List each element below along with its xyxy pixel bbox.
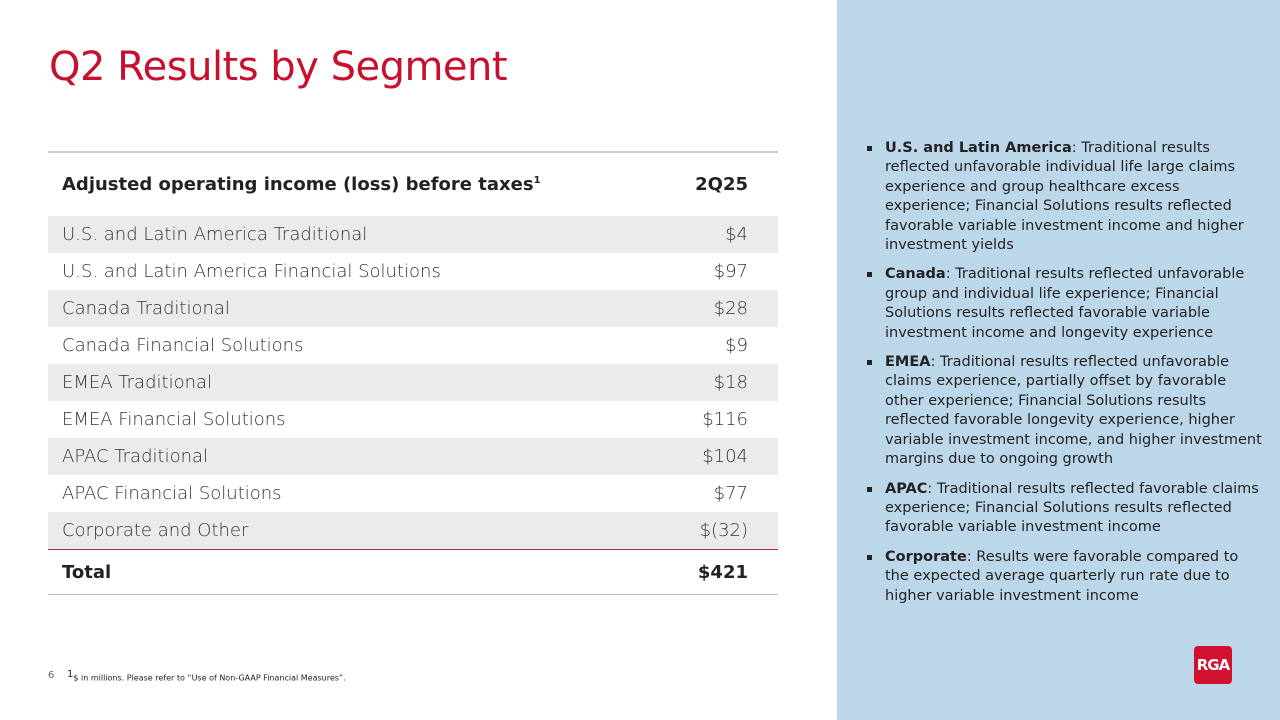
row-label: Corporate and Other <box>48 512 664 550</box>
bullet: Corporate: Results were favorable compar… <box>866 548 1266 606</box>
row-label: EMEA Financial Solutions <box>62 409 286 430</box>
bullet-text: : Traditional results reflected unfavora… <box>885 140 1244 254</box>
bullet-text: : Traditional results reflected unfavora… <box>885 354 1262 468</box>
footnote-marker: 1 <box>67 669 74 680</box>
table-row: APAC Financial Solutions $77 <box>48 475 778 512</box>
footnote-text: $ in millions. Please refer to “Use of N… <box>73 673 346 683</box>
slide-title: Q2 Results by Segment <box>49 44 508 90</box>
logo: RGA <box>1194 646 1232 684</box>
bullet: APAC: Traditional results reflected favo… <box>866 480 1266 538</box>
bullet-text: : Results were favorable compared to the… <box>885 548 1239 604</box>
table-row: EMEA Financial Solutions $116 <box>48 401 778 438</box>
table-row: APAC Traditional $104 <box>48 438 778 475</box>
bullet: Canada: Traditional results reflected un… <box>866 265 1266 343</box>
column-header-text: Adjusted operating income (loss) before … <box>62 174 534 195</box>
bullet-text: : Traditional results reflected unfavora… <box>885 266 1245 341</box>
bullet: U.S. and Latin America: Traditional resu… <box>866 139 1266 255</box>
row-label: U.S. and Latin America Financial Solutio… <box>62 261 441 282</box>
row-label: U.S. and Latin America Traditional <box>48 216 664 253</box>
footnote-marker: 1 <box>533 175 541 186</box>
bullet-label: Corporate <box>885 548 967 565</box>
bullet-text: : Traditional results reflected favorabl… <box>885 480 1259 536</box>
row-value: $9 <box>725 335 748 356</box>
table-row: Canada Financial Solutions $9 <box>48 327 778 364</box>
row-value: $(32) <box>663 512 778 550</box>
row-value: $77 <box>713 483 748 504</box>
total-value: $421 <box>663 549 778 595</box>
bullet-label: APAC <box>885 480 928 497</box>
column-header: 2Q25 <box>663 151 778 216</box>
footnote: 1$ in millions. Please refer to “Use of … <box>67 669 346 683</box>
row-label: Canada Traditional <box>48 290 664 327</box>
total-row: Total $421 <box>48 549 778 595</box>
table-body: U.S. and Latin America Traditional $4 U.S.… <box>48 216 778 595</box>
page-number: 6 <box>48 670 55 681</box>
row-label: Canada Financial Solutions <box>62 335 304 356</box>
results-table: Adjusted operating income (loss) before … <box>48 151 778 595</box>
table-row: U.S. and Latin America Financial Solutio… <box>48 253 778 290</box>
bullet-label: EMEA <box>885 354 931 371</box>
bullet-label: U.S. and Latin America <box>885 140 1072 156</box>
row-value: $104 <box>663 438 778 475</box>
bullet-list: U.S. and Latin America: Traditional resu… <box>866 139 1266 616</box>
row-value: $28 <box>663 290 778 327</box>
table-row: U.S. and Latin America Traditional $4 <box>48 216 778 253</box>
row-value: $18 <box>663 364 778 401</box>
header-row: Adjusted operating income (loss) before … <box>48 151 778 216</box>
row-label: APAC Financial Solutions <box>62 483 282 504</box>
row-value: $116 <box>702 409 748 430</box>
row-label: APAC Traditional <box>48 438 664 475</box>
table-row: EMEA Traditional $18 <box>48 364 778 401</box>
column-header: Adjusted operating income (loss) before … <box>48 151 664 216</box>
bullet-label: Canada <box>885 266 946 283</box>
table-row: Canada Traditional $28 <box>48 290 778 327</box>
total-label: Total <box>48 549 664 595</box>
row-value: $4 <box>663 216 778 253</box>
row-label: EMEA Traditional <box>48 364 664 401</box>
table-row: Corporate and Other $(32) <box>48 512 778 550</box>
side-panel <box>837 0 1280 720</box>
row-value: $97 <box>713 261 748 282</box>
bullet: EMEA: Traditional results reflected unfa… <box>866 353 1266 469</box>
